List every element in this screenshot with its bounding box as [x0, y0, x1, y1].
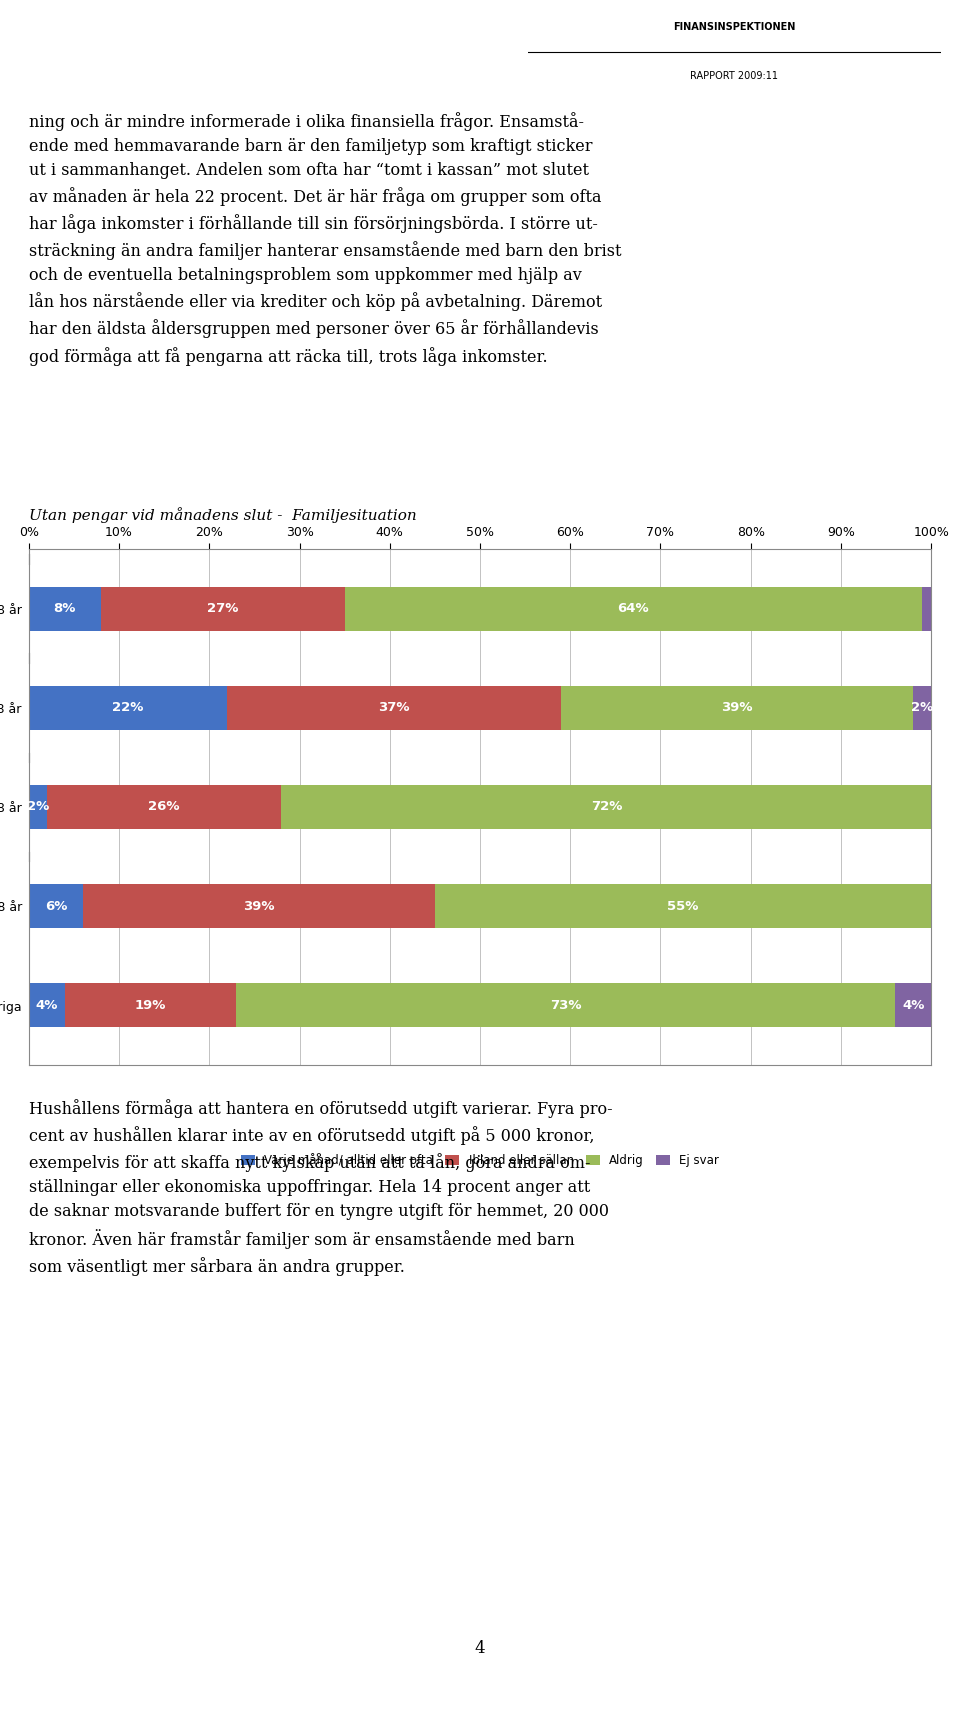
Text: 4%: 4% — [36, 999, 58, 1011]
Text: 19%: 19% — [135, 999, 166, 1011]
Bar — [47, 785, 281, 829]
Text: Hushållens förmåga att hantera en oförutsedd utgift varierar. Fyra pro-
cent av : Hushållens förmåga att hantera en oförut… — [29, 1099, 612, 1276]
Bar — [236, 982, 895, 1027]
Text: ning och är mindre informerade i olika finansiella frågor. Ensamstå-
ende med he: ning och är mindre informerade i olika f… — [29, 112, 621, 366]
Text: 37%: 37% — [378, 702, 410, 714]
Bar — [29, 982, 65, 1027]
Bar — [101, 587, 345, 632]
Text: 55%: 55% — [667, 900, 699, 912]
Bar — [913, 685, 931, 730]
Text: 6%: 6% — [45, 900, 67, 912]
Bar — [895, 982, 931, 1027]
Bar — [29, 587, 101, 632]
Text: 8%: 8% — [54, 603, 76, 615]
Bar — [345, 587, 923, 632]
Text: FINANSINSPEKTIONEN: FINANSINSPEKTIONEN — [673, 22, 796, 33]
Bar — [923, 587, 931, 632]
Bar — [29, 785, 47, 829]
Bar — [29, 884, 83, 929]
Text: 4%: 4% — [902, 999, 924, 1011]
Text: 39%: 39% — [243, 900, 275, 912]
Bar — [435, 884, 931, 929]
Text: 4: 4 — [474, 1640, 486, 1657]
Text: 2%: 2% — [911, 702, 933, 714]
Bar — [228, 685, 562, 730]
Text: RAPPORT 2009:11: RAPPORT 2009:11 — [690, 70, 779, 81]
Text: 73%: 73% — [550, 999, 582, 1011]
Text: 26%: 26% — [149, 800, 180, 814]
Legend: Varje månad/ alltid eller ofta, Ibland eller sällan, Aldrig, Ej svar: Varje månad/ alltid eller ofta, Ibland e… — [236, 1149, 724, 1173]
Text: 22%: 22% — [112, 702, 144, 714]
Text: 2%: 2% — [27, 800, 49, 814]
Bar — [83, 884, 435, 929]
Text: 72%: 72% — [590, 800, 622, 814]
Bar — [65, 982, 236, 1027]
Text: 39%: 39% — [721, 702, 753, 714]
Text: Utan pengar vid månadens slut -  Familjesituation: Utan pengar vid månadens slut - Familjes… — [29, 507, 417, 524]
Bar — [562, 685, 913, 730]
Text: 27%: 27% — [207, 603, 238, 615]
Text: 64%: 64% — [617, 603, 649, 615]
Bar — [29, 685, 228, 730]
Bar — [281, 785, 931, 829]
